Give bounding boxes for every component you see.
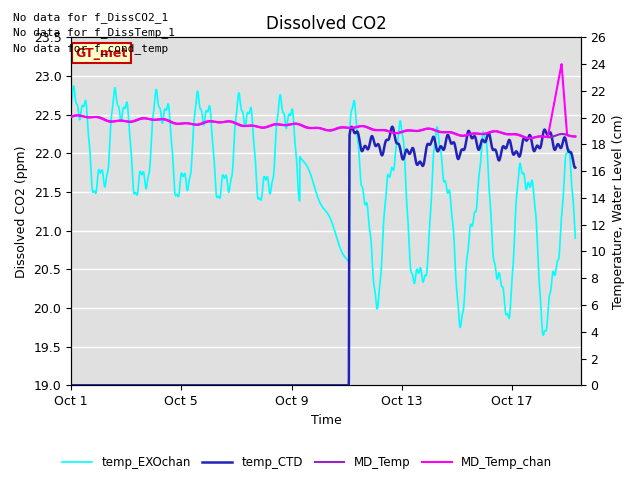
temp_EXOchan [572, 235, 579, 241]
MD_Temp_chan [572, 134, 579, 140]
temp_CTD [155, 383, 163, 388]
MD_Temp_chan [260, 124, 268, 130]
Text: GT_met: GT_met [76, 47, 127, 60]
Text: No data for f_DissCO2_1: No data for f_DissCO2_1 [13, 12, 168, 23]
temp_EXOchan [283, 125, 291, 131]
Legend: temp_EXOchan, temp_CTD, MD_Temp, MD_Temp_chan: temp_EXOchan, temp_CTD, MD_Temp, MD_Temp… [58, 452, 557, 474]
X-axis label: Time: Time [310, 414, 341, 427]
Line: MD_Temp_chan: MD_Temp_chan [71, 64, 575, 138]
MD_Temp [74, 112, 81, 118]
MD_Temp_chan [155, 117, 163, 122]
MD_Temp_chan [508, 132, 515, 137]
temp_EXOchan [125, 120, 132, 126]
temp_EXOchan [508, 288, 515, 293]
Line: temp_CTD: temp_CTD [71, 127, 575, 385]
Title: Dissolved CO2: Dissolved CO2 [266, 15, 387, 33]
MD_Temp_chan [282, 122, 290, 128]
temp_EXOchan [562, 153, 570, 158]
temp_CTD [388, 124, 396, 130]
temp_CTD [572, 165, 579, 170]
temp_CTD [67, 383, 75, 388]
temp_CTD [125, 383, 132, 388]
Y-axis label: Dissolved CO2 (ppm): Dissolved CO2 (ppm) [15, 145, 28, 277]
MD_Temp_chan [525, 135, 532, 141]
MD_Temp [508, 132, 515, 137]
temp_EXOchan [261, 174, 269, 180]
temp_CTD [562, 136, 570, 142]
temp_EXOchan [67, 104, 75, 109]
MD_Temp_chan [125, 119, 132, 124]
MD_Temp [526, 135, 534, 141]
MD_Temp [562, 132, 570, 137]
MD_Temp [283, 122, 291, 128]
MD_Temp [261, 125, 269, 131]
MD_Temp_chan [557, 61, 565, 67]
MD_Temp [67, 114, 75, 120]
temp_EXOchan [540, 333, 547, 338]
temp_EXOchan [70, 83, 77, 89]
temp_CTD [282, 383, 290, 388]
temp_CTD [260, 383, 268, 388]
MD_Temp [125, 119, 132, 125]
Line: MD_Temp: MD_Temp [71, 115, 575, 138]
MD_Temp_chan [67, 114, 75, 120]
Text: No data for f_cond_temp: No data for f_cond_temp [13, 43, 168, 54]
temp_EXOchan [155, 104, 163, 109]
MD_Temp_chan [562, 115, 570, 120]
temp_CTD [508, 144, 515, 149]
MD_Temp [155, 117, 163, 122]
Text: No data for f_DissTemp_1: No data for f_DissTemp_1 [13, 27, 175, 38]
Line: temp_EXOchan: temp_EXOchan [71, 86, 575, 336]
MD_Temp [572, 133, 579, 139]
Y-axis label: Temperature, Water Level (cm): Temperature, Water Level (cm) [612, 114, 625, 309]
